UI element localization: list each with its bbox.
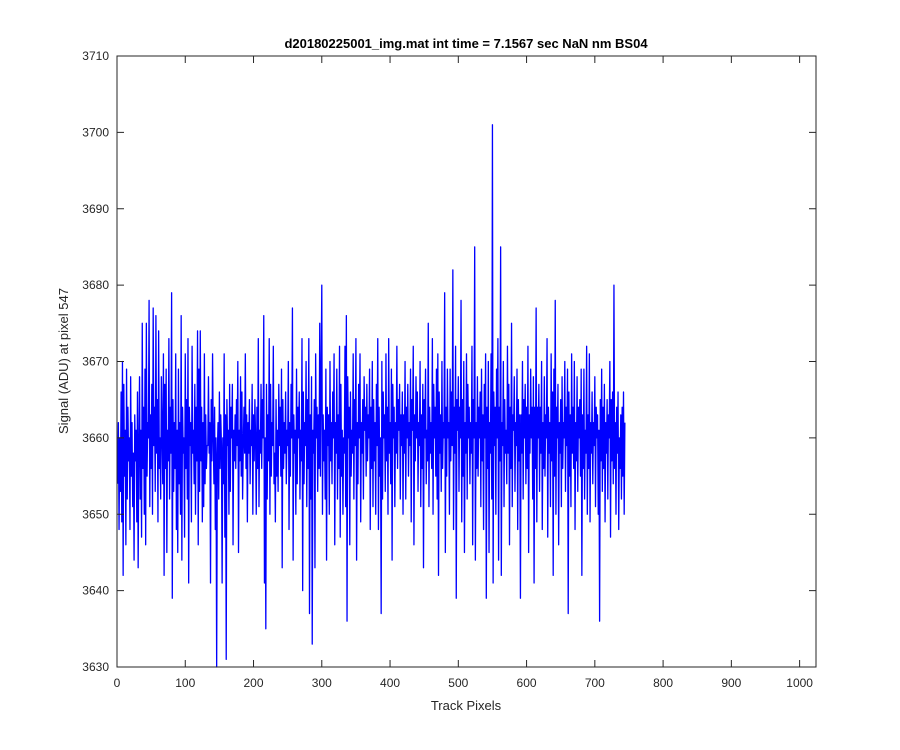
x-tick-label: 800 bbox=[653, 676, 673, 690]
y-axis-label: Signal (ADU) at pixel 547 bbox=[56, 288, 71, 434]
x-tick-label: 400 bbox=[380, 676, 400, 690]
x-tick-label: 600 bbox=[517, 676, 537, 690]
x-tick-label: 300 bbox=[312, 676, 332, 690]
x-tick-label: 0 bbox=[114, 676, 121, 690]
x-tick-label: 900 bbox=[721, 676, 741, 690]
y-tick-label: 3650 bbox=[82, 507, 109, 521]
y-tick-label: 3660 bbox=[82, 431, 109, 445]
y-tick-label: 3630 bbox=[82, 660, 109, 674]
y-tick-label: 3640 bbox=[82, 584, 109, 598]
y-tick-label: 3690 bbox=[82, 202, 109, 216]
series-group bbox=[117, 124, 626, 668]
axes-group: 0 100 200 300 400 500 600 700 800 900 1000 3630 3640… bbox=[82, 49, 817, 690]
y-tick-label: 3710 bbox=[82, 49, 109, 63]
chart-title: d20180225001_img.mat int time = 7.1567 s… bbox=[284, 36, 648, 51]
series-line-1 bbox=[117, 124, 626, 668]
x-axis-label: Track Pixels bbox=[431, 698, 502, 713]
y-tick-label: 3670 bbox=[82, 355, 109, 369]
x-tick-label: 700 bbox=[585, 676, 605, 690]
y-tick-label: 3700 bbox=[82, 125, 109, 139]
x-tick-label: 500 bbox=[448, 676, 468, 690]
y-tick-label: 3680 bbox=[82, 278, 109, 292]
x-tick-label: 1000 bbox=[786, 676, 813, 690]
x-tick-label: 200 bbox=[244, 676, 264, 690]
x-tick-label: 100 bbox=[175, 676, 195, 690]
